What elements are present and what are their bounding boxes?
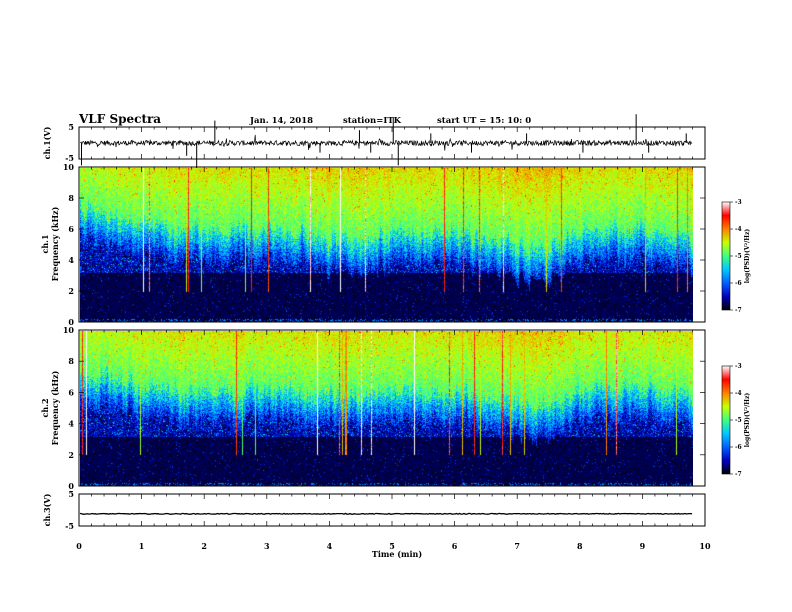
- ch1-spikes: [81, 114, 687, 169]
- colorbar-gradient: [721, 365, 731, 475]
- frequency-ticklabel: 6: [68, 387, 74, 397]
- ch1-channel-label: ch.1: [40, 234, 50, 253]
- frequency-ticklabel: 0: [68, 317, 74, 327]
- ch2-channel-label: ch.2: [40, 398, 50, 417]
- ch3-ytick-bottom: -5: [65, 521, 74, 531]
- x-axis-label: Time (min): [372, 549, 422, 559]
- frequency-ticklabel: 4: [68, 419, 74, 429]
- spectrogram-panel-ch1: 0 2 4 6 8 10 ch.1 Frequency (kHz): [40, 162, 706, 327]
- x-ticklabel: 0: [76, 541, 82, 551]
- start-time-label: start UT = 15: 10: 0: [437, 116, 531, 126]
- colorbar-gradient: [721, 201, 731, 311]
- ch2-frequency-ticklabels: 0 2 4 6 8 10: [63, 325, 705, 491]
- colorbar-ticklabel: -5: [735, 417, 742, 424]
- ch3-ytick-top: 5: [68, 489, 74, 499]
- frequency-ticklabel: 4: [68, 255, 74, 265]
- x-axis-ticklabels: 0 1 2 3 4 5 6 7 8 9 10: [76, 541, 711, 551]
- colorbar-label: log(PSD)(V²/Hz): [744, 393, 751, 448]
- frequency-ticklabel: 10: [63, 162, 75, 172]
- colorbar-ticklabel: -7: [735, 471, 742, 478]
- frequency-ticklabel: 0: [68, 481, 74, 491]
- colorbar-ticks: -3 -4 -5 -6 -7: [730, 199, 742, 314]
- ch1-spectrogram-image: [80, 168, 693, 322]
- x-ticklabel: 9: [640, 541, 646, 551]
- ch1-ylabel: ch.1(V): [42, 126, 52, 159]
- station-label: station=ITK: [343, 116, 402, 126]
- colorbar-ticks: -3 -4 -5 -6 -7: [730, 363, 742, 478]
- colorbar-ticklabel: -6: [735, 444, 742, 451]
- ch3-ylabel: ch.3(V): [42, 493, 52, 526]
- frequency-ticklabel: 6: [68, 224, 74, 234]
- ch1-ytick-top: 5: [68, 122, 74, 132]
- colorbar-ticklabel: -5: [735, 253, 742, 260]
- colorbar-ticklabel: -4: [735, 390, 742, 397]
- x-ticklabel: 2: [201, 541, 207, 551]
- figure-title: VLF Spectra: [78, 112, 161, 126]
- x-ticklabel: 4: [327, 541, 333, 551]
- x-ticklabel: 3: [264, 541, 270, 551]
- colorbar-ticklabel: -7: [735, 307, 742, 314]
- ch1-frequency-ticklabels: 0 2 4 6 8 10: [63, 162, 705, 327]
- ch1-frequency-label: Frequency (kHz): [50, 206, 60, 281]
- ch2-spectrogram-ticks: [78, 330, 706, 486]
- ch1-waveform-line: [79, 134, 693, 151]
- colorbar-label: log(PSD)(V²/Hz): [744, 229, 751, 284]
- ch1-ticks: [78, 127, 706, 159]
- colorbar-ch1: -3 -4 -5 -6 -7 log(PSD)(V²/Hz): [721, 199, 751, 314]
- x-ticklabel: 8: [577, 541, 583, 551]
- frequency-ticklabel: 2: [68, 286, 74, 296]
- ch3-waveform-line: [79, 512, 693, 515]
- colorbar-ticklabel: -4: [735, 226, 742, 233]
- colorbar-ch2: -3 -4 -5 -6 -7 log(PSD)(V²/Hz): [721, 363, 751, 478]
- x-ticklabel: 6: [452, 541, 458, 551]
- ch2-frequency-label: Frequency (kHz): [50, 370, 60, 445]
- waveform-panel-ch1: 5 -5 ch.1(V): [42, 114, 706, 169]
- spectrogram-panel-ch2: 0 2 4 6 8 10 ch.2 Frequency (kHz): [40, 325, 706, 491]
- frequency-ticklabel: 2: [68, 450, 74, 460]
- x-ticklabel: 5: [389, 541, 395, 551]
- frequency-ticklabel: 8: [68, 356, 74, 366]
- ch1-spectrogram-ticks: [78, 167, 706, 322]
- colorbar-ticklabel: -3: [735, 199, 742, 206]
- colorbar-ticklabel: -6: [735, 280, 742, 287]
- frequency-ticklabel: 8: [68, 193, 74, 203]
- ch2-spectrogram-image: [80, 331, 693, 486]
- ch3-ticks: [78, 494, 706, 526]
- x-ticklabel: 10: [699, 541, 711, 551]
- x-ticklabel: 7: [514, 541, 520, 551]
- x-ticklabel: 1: [139, 541, 145, 551]
- colorbar-ticklabel: -3: [735, 363, 742, 370]
- waveform-panel-ch3: 5 -5 ch.3(V): [42, 489, 706, 531]
- ch1-ytick-bottom: -5: [65, 153, 74, 163]
- frequency-ticklabel: 10: [63, 325, 75, 335]
- date-label: Jan. 14, 2018: [249, 116, 313, 126]
